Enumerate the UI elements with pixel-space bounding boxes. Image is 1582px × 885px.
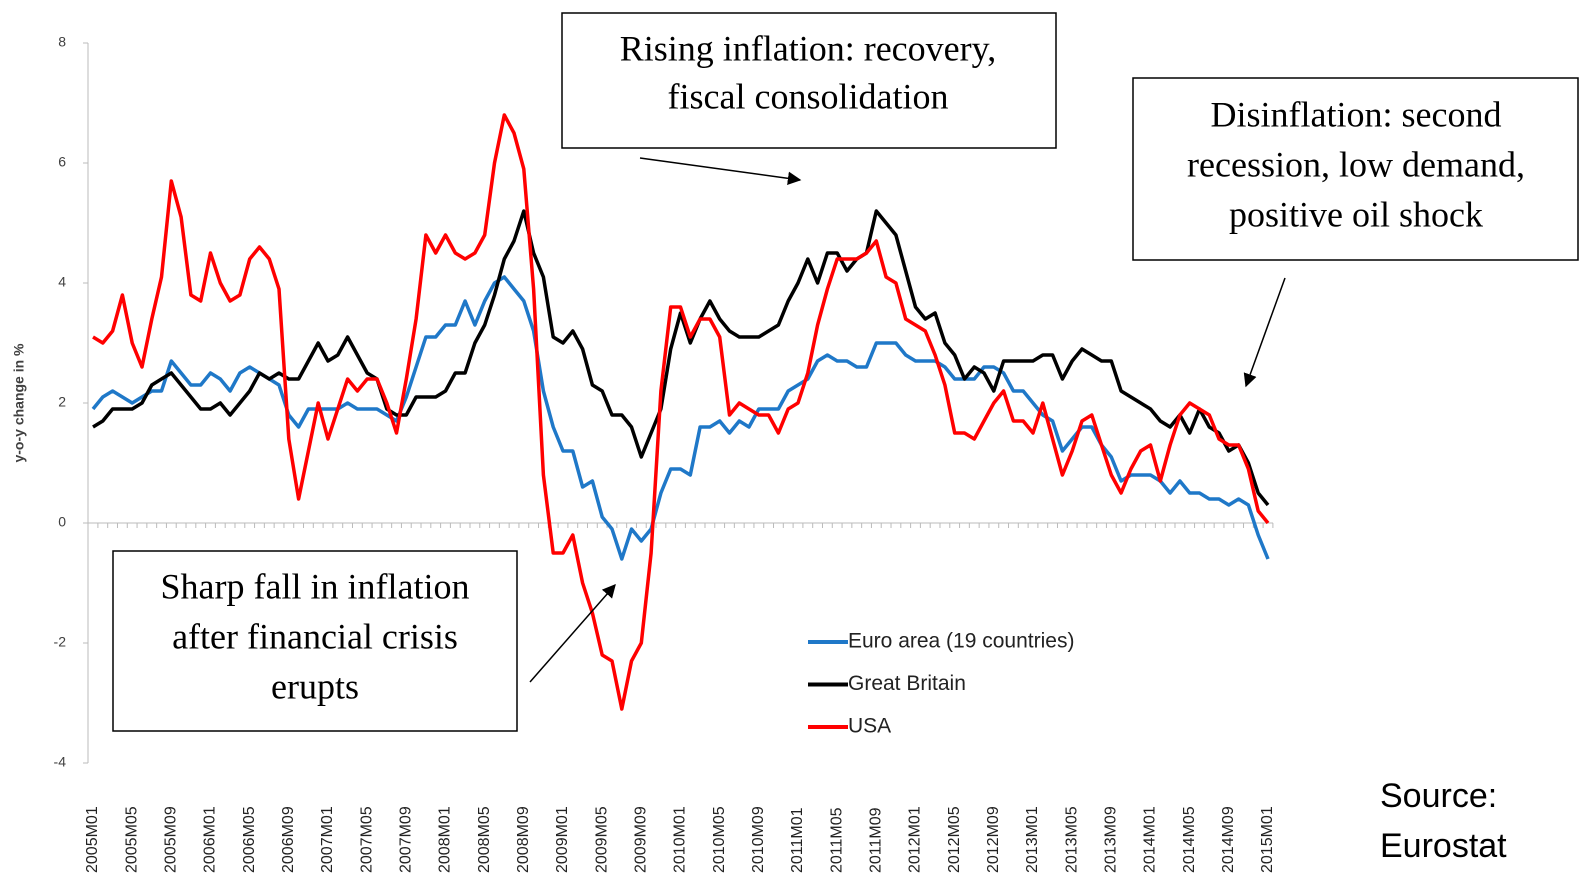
series-line	[92, 113, 1270, 711]
x-tick-label: 2010M09	[750, 806, 767, 873]
x-tick-label: 2009M05	[593, 806, 610, 873]
x-tick-label: 2014M05	[1181, 806, 1198, 873]
annotation-text: fiscal consolidation	[668, 76, 949, 116]
y-tick-label: 2	[58, 394, 66, 410]
annotation-text: recession, low demand,	[1187, 144, 1525, 184]
x-tick-label: 2013M01	[1024, 806, 1041, 873]
legend-label: Great Britain	[848, 672, 966, 695]
x-tick-label: 2005M01	[84, 806, 101, 873]
x-tick-label: 2012M09	[985, 806, 1002, 873]
x-tick-label: 2011M05	[828, 807, 845, 873]
x-tick-label: 2007M01	[319, 806, 336, 873]
x-tick-label: 2009M09	[633, 806, 650, 873]
x-tick-label: 2006M01	[202, 806, 219, 873]
annotation-text: Sharp fall in inflation	[161, 566, 470, 606]
y-axis-label: y-o-y change in %	[11, 343, 27, 463]
source-text: Eurostat	[1380, 827, 1507, 865]
x-tick-label: 2006M09	[280, 806, 297, 873]
x-tick-label: 2012M05	[946, 806, 963, 873]
series-line	[92, 209, 1270, 507]
x-tick-label: 2008M01	[437, 806, 454, 873]
annotation-box	[1132, 77, 1579, 261]
legend-label: USA	[848, 715, 891, 738]
y-tick-label: -4	[54, 754, 67, 770]
x-tick-label: 2008M05	[476, 806, 493, 873]
y-tick-label: 8	[58, 34, 66, 50]
x-tick-label: 2013M09	[1103, 806, 1120, 873]
annotation-text: erupts	[271, 666, 359, 706]
x-tick-label: 2010M01	[672, 806, 689, 873]
legend-label: Euro area (19 countries)	[848, 630, 1074, 653]
plot: -4 -2 0 2 4 6 8 2005M01 2005M05 2005M09 2006M01 200…	[54, 34, 1277, 873]
x-tick-label: 2015M01	[1259, 806, 1276, 873]
x-tick-label: 2012M01	[907, 806, 924, 873]
x-tick-label: 2005M05	[123, 806, 140, 873]
annotation-box	[112, 550, 518, 732]
annotation-text: Disinflation: second	[1211, 94, 1502, 134]
x-tick-label: 2007M09	[398, 806, 415, 873]
x-tick-label: 2011M09	[868, 807, 885, 873]
y-tick-label: 0	[58, 514, 66, 530]
x-tick-label: 2009M01	[554, 806, 571, 873]
arrow	[529, 583, 616, 683]
x-tick-label: 2007M05	[358, 806, 375, 873]
annotation-box	[561, 12, 1057, 149]
x-tick-label: 2014M01	[1142, 806, 1159, 873]
arrow	[1243, 277, 1286, 388]
arrow	[639, 157, 802, 186]
y-tick-label: 4	[58, 274, 66, 290]
x-tick-label: 2008M09	[515, 806, 532, 873]
annotation-text: positive oil shock	[1229, 194, 1483, 234]
x-tick-label: 2006M05	[241, 806, 258, 873]
y-tick-label: 6	[58, 154, 66, 170]
x-tick-label: 2005M09	[163, 806, 180, 873]
annotation-text: Rising inflation: recovery,	[620, 28, 997, 68]
y-tick-label: -2	[54, 634, 67, 650]
x-tick-label: 2014M09	[1220, 806, 1237, 873]
x-tick-label: 2010M05	[711, 806, 728, 873]
source-text: Source:	[1380, 777, 1497, 815]
annotations: Rising inflation: recovery, fiscal consol…	[112, 12, 1579, 865]
x-tick-label: 2011M01	[789, 807, 806, 873]
annotation-text: after financial crisis	[172, 616, 458, 656]
x-tick-label: 2013M05	[1063, 806, 1080, 873]
